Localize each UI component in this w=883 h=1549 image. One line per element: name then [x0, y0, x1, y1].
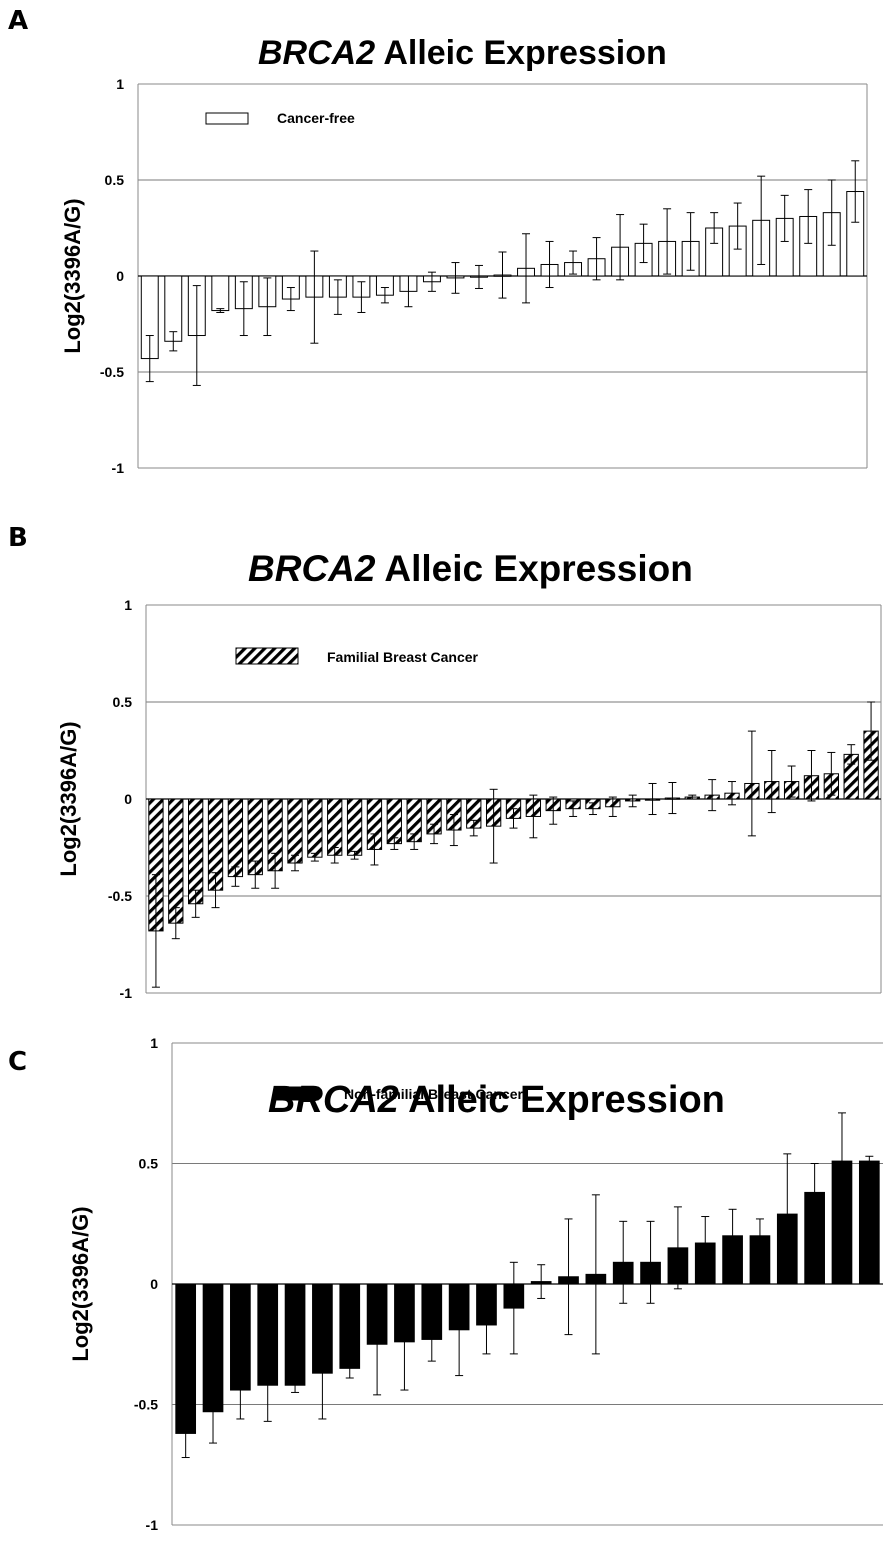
y-tick-label: 0 [124, 791, 132, 807]
bar [307, 798, 323, 858]
y-tick-label: -0.5 [108, 888, 132, 904]
chart-title-gene: BRCA2 [248, 548, 376, 589]
bar [211, 275, 230, 312]
bar [188, 798, 204, 905]
chart-svg: 1 0.5 0 -0.5 -1 Log2(3396A/G) Cancer-free [60, 76, 868, 476]
chart-title: BRCA2 Alleic Expression [268, 1079, 725, 1122]
y-axis-label: Log2(3396A/G) [56, 721, 81, 876]
chart-svg: 1 0.5 0 -0.5 -1 Log2(3396A/G) Familial Breast … [56, 597, 882, 1001]
panel-letter: B [8, 523, 28, 553]
y-tick-label: 0 [150, 1276, 158, 1292]
bar [168, 798, 184, 924]
y-tick-label: -0.5 [134, 1397, 158, 1413]
legend-label: Non-familial Breast Cancer [344, 1086, 523, 1102]
panel-letter: A [8, 6, 29, 36]
panel-letter: C [8, 1047, 28, 1077]
y-tick-label: 0 [116, 268, 124, 284]
y-tick-label: 0.5 [113, 694, 133, 710]
y-tick-label: -1 [112, 460, 125, 476]
bar [386, 798, 402, 845]
chart-title-rest: Alleic Expression [383, 34, 667, 72]
bar [327, 798, 343, 856]
chart-title-gene: BRCA2 [258, 34, 376, 72]
chart-svg: 1 0.5 0 -0.5 -1 Log2(3396A/G) Non-familial Bre… [68, 1035, 883, 1533]
y-tick-label: 0.5 [139, 1156, 159, 1172]
chart-title: BRCA2 Alleic Expression [248, 548, 693, 590]
bar [284, 1283, 306, 1386]
legend-swatch [205, 112, 249, 125]
y-tick-label: -1 [146, 1517, 159, 1533]
y-axis-label: Log2(3396A/G) [68, 1206, 93, 1361]
y-tick-label: 1 [124, 597, 132, 613]
legend-label: Cancer-free [277, 110, 355, 126]
legend-label: Familial Breast Cancer [327, 649, 479, 665]
chart-title-rest: Alleic Expression [384, 548, 693, 589]
bar [339, 1283, 361, 1369]
legend-swatch [235, 647, 299, 665]
bar [287, 798, 303, 864]
y-tick-label: -1 [120, 985, 133, 1001]
panel-b: B BRCA2 Alleic Expression 1 0.5 0 -0.5 -1 Log… [0, 505, 883, 1025]
y-tick-label: 1 [150, 1035, 158, 1051]
bar [858, 1160, 880, 1285]
panel-a: A BRCA2 Alleic Expression 1 0.5 0 -0.5 -1 Log… [0, 0, 883, 505]
chart-title: BRCA2 Alleic Expression [258, 34, 667, 73]
panel-c: C BRCA2 Alleic Expression 1 0.5 0 -0.5 -1 Log… [0, 1025, 883, 1549]
y-axis-label: Log2(3396A/G) [60, 198, 85, 353]
y-tick-label: 1 [116, 76, 124, 92]
legend-swatch [273, 1086, 319, 1101]
y-tick-label: -0.5 [100, 364, 124, 380]
bar [227, 798, 244, 878]
y-tick-label: 0.5 [105, 172, 125, 188]
chart-title-rest: Alleic Expression [408, 1079, 725, 1121]
bar [346, 798, 363, 856]
